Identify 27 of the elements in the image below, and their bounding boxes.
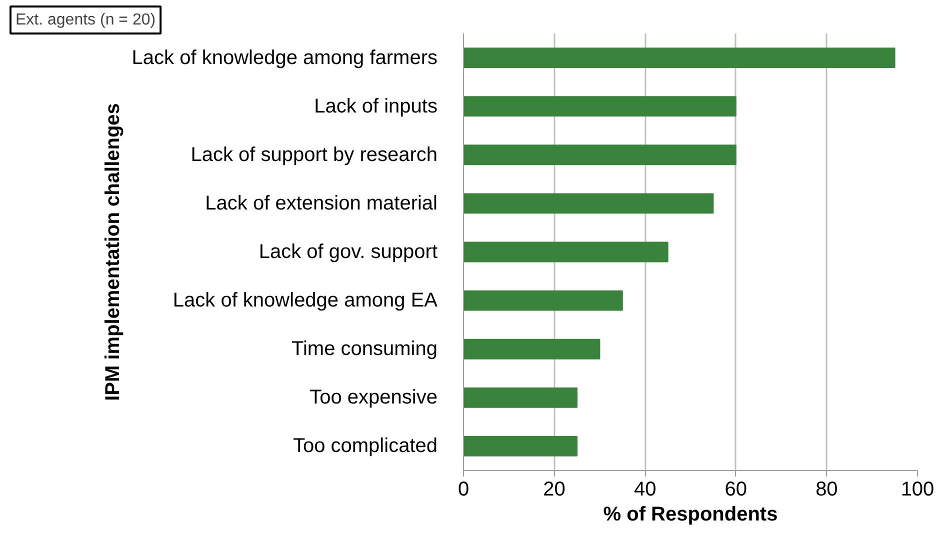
x-tick-label: 40 (634, 478, 656, 500)
x-tick-label: 20 (543, 478, 566, 500)
y-tick-label: Too complicated (292, 435, 438, 458)
y-tick-label: Time consuming (292, 338, 438, 360)
x-tick-label: 60 (724, 478, 748, 500)
x-tick-label: 80 (816, 478, 838, 500)
bar (464, 193, 714, 214)
y-tick-label: Lack of extension material (205, 192, 438, 214)
text: Ext. agents (n = 20) (16, 12, 156, 28)
y-tick-label: Lack of support by research (190, 144, 438, 166)
bar (464, 242, 668, 262)
y-tick-label: Lack of gov. support (258, 241, 438, 263)
bar (464, 144, 736, 166)
y-axis-title: IPM implementation challenges (102, 103, 124, 401)
bar (464, 338, 600, 360)
bar (464, 387, 578, 408)
bar (464, 48, 896, 68)
y-tick-label: Lack of knowledge among farmers (132, 46, 438, 69)
x-axis-title: % of Respondents (603, 504, 778, 526)
bar (464, 290, 623, 311)
x-tick-label: 0 (458, 478, 470, 500)
x-tick-label: 100 (900, 478, 934, 500)
bar (464, 96, 736, 117)
y-tick-label: Too expensive (310, 386, 438, 409)
y-tick-label: Lack of inputs (314, 95, 438, 118)
y-tick-label: Lack of knowledge among EA (172, 290, 438, 312)
bar (464, 436, 578, 456)
